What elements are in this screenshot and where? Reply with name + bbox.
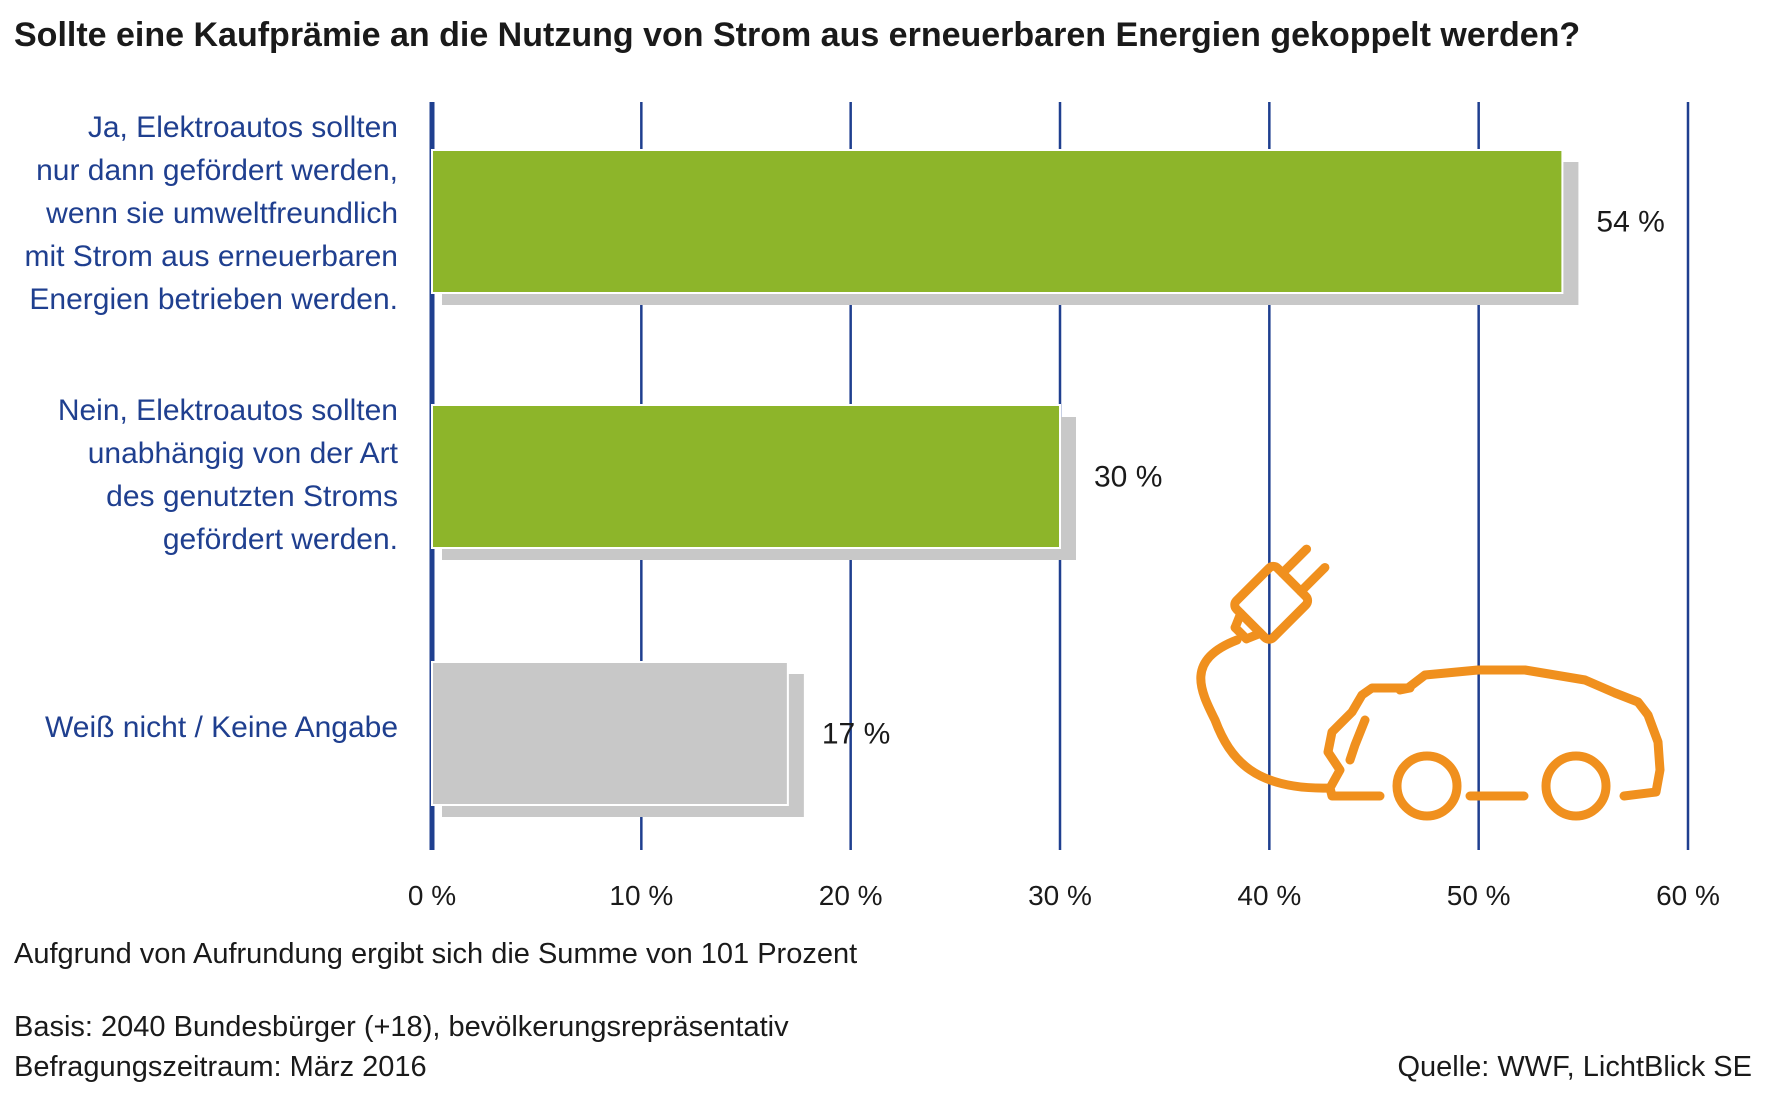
x-tick-label: 0 % xyxy=(408,880,456,911)
value-label: 30 % xyxy=(1094,461,1162,494)
bar xyxy=(431,149,1564,294)
x-tick-label: 20 % xyxy=(819,880,883,911)
bar xyxy=(431,661,789,806)
basis-note: Basis: 2040 Bundesbürger (+18), bevölker… xyxy=(14,1011,789,1043)
x-tick-labels: 0 % 10 % 20 % 30 % 40 % 50 % 60 % xyxy=(408,880,1720,911)
category-label: gefördert werden. xyxy=(163,523,398,556)
value-label: 54 % xyxy=(1596,206,1664,239)
x-tick-label: 10 % xyxy=(609,880,673,911)
footnote: Aufgrund von Aufrundung ergibt sich die … xyxy=(14,938,857,970)
bar xyxy=(431,404,1061,549)
category-label: nur dann gefördert werden, xyxy=(36,154,398,187)
category-labels: Ja, Elektroautos sollten nur dann geförde… xyxy=(24,111,398,744)
category-label: wenn sie umweltfreundlich xyxy=(45,197,398,230)
period-note: Befragungszeitraum: März 2016 xyxy=(14,1051,427,1083)
category-label: des genutzten Stroms xyxy=(106,480,398,513)
category-label: Nein, Elektroautos sollten xyxy=(58,394,398,427)
x-tick-label: 40 % xyxy=(1237,880,1301,911)
chart-title: Sollte eine Kaufprämie an die Nutzung vo… xyxy=(14,16,1580,54)
category-label: unabhängig von der Art xyxy=(88,437,399,470)
category-label: Ja, Elektroautos sollten xyxy=(88,111,398,144)
value-labels: 54 % 30 % 17 % xyxy=(822,206,1665,751)
category-label: Energien betrieben werden. xyxy=(29,283,398,316)
electric-car-plug-icon xyxy=(1196,544,1665,821)
x-tick-label: 30 % xyxy=(1028,880,1092,911)
x-tick-label: 60 % xyxy=(1656,880,1720,911)
value-label: 17 % xyxy=(822,718,890,751)
category-label: mit Strom aus erneuerbaren xyxy=(24,240,398,273)
x-tick-label: 50 % xyxy=(1447,880,1511,911)
category-label: Weiß nicht / Keine Angabe xyxy=(45,711,398,744)
bars xyxy=(431,149,1579,817)
source-note: Quelle: WWF, LichtBlick SE xyxy=(1397,1051,1752,1083)
